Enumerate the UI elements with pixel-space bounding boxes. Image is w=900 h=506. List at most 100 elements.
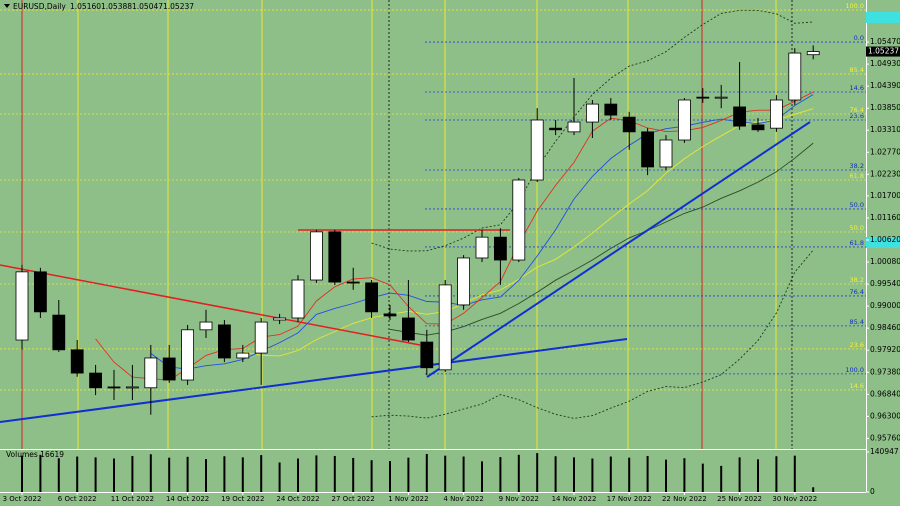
vertical-markers: [21, 0, 793, 449]
y-tick-label: 0.98460: [870, 323, 900, 332]
header-value: 1.05047: [132, 2, 163, 11]
current-price: 1.05237: [868, 47, 899, 56]
volume-title: Volumes 16619: [6, 450, 64, 459]
x-tick-label: 27 Oct 2022: [332, 495, 375, 503]
candle-body: [236, 352, 250, 359]
volume-tick-label: 0: [870, 487, 875, 496]
candle-body: [217, 324, 231, 359]
candle-body: [457, 257, 471, 306]
x-tick-label: 17 Nov 2022: [607, 495, 652, 503]
fib-label: 61.8: [850, 239, 864, 247]
fib-label: 50.0: [850, 201, 864, 209]
fib-label: 76.4: [850, 288, 864, 296]
moving-average: [242, 108, 814, 357]
y-tick-label: 1.00080: [870, 257, 900, 266]
x-tick-label: 19 Oct 2022: [221, 495, 264, 503]
candle-body: [622, 116, 636, 133]
x-tick-label: 25 Nov 2022: [717, 495, 762, 503]
candle-body: [438, 284, 452, 371]
candle-body: [770, 99, 783, 129]
candle-body: [89, 372, 102, 389]
y-tick-label: 1.03850: [870, 103, 900, 112]
candle-body: [733, 106, 746, 127]
candle-body: [15, 271, 29, 341]
y-tick-label: 0.97380: [870, 367, 900, 376]
y-tick-label: 1.04390: [870, 81, 900, 90]
candle-body: [273, 317, 287, 321]
candle-body: [420, 341, 434, 369]
marker-box: [866, 12, 900, 23]
y-tick-label: 1.02770: [870, 147, 900, 156]
candle-body: [346, 281, 360, 284]
moving-average: [389, 142, 814, 336]
y-tick-label: 0.99540: [870, 279, 900, 288]
x-tick-label: 14 Oct 2022: [166, 495, 209, 503]
fib-label: 100.0: [845, 366, 864, 374]
x-tick-label: 1 Nov 2022: [388, 495, 428, 503]
candle-body: [291, 279, 305, 319]
x-tick-label: 24 Oct 2022: [276, 495, 319, 503]
candle-body: [714, 96, 728, 99]
header-value: 1.05388: [101, 2, 132, 11]
candle-body: [586, 103, 599, 123]
fib-label: 76.4: [850, 106, 864, 114]
marker-box: [866, 237, 900, 248]
x-tick-label: 22 Nov 2022: [662, 495, 707, 503]
menu-arrow[interactable]: [4, 4, 10, 8]
current-price-box: [866, 46, 900, 57]
candle-body: [365, 282, 379, 313]
x-tick-label: 14 Nov 2022: [552, 495, 597, 503]
candle-body: [70, 349, 84, 374]
candle-body: [806, 51, 820, 56]
x-tick-label: 11 Oct 2022: [111, 495, 154, 503]
y-tick-label: 1.00620: [870, 235, 900, 244]
candle-body: [383, 313, 397, 317]
fib-label: 50.0: [850, 224, 864, 232]
header-value: 1.05237: [163, 2, 194, 11]
x-tick-label: 9 Nov 2022: [499, 495, 539, 503]
fib-label: 23.6: [850, 341, 864, 349]
symbol-title: EURUSD,Daily: [13, 2, 66, 11]
candle-body: [254, 321, 268, 354]
y-tick-label: 0.97920: [870, 345, 900, 354]
moving-average: [371, 249, 814, 419]
y-tick-label: 1.04930: [870, 59, 900, 68]
y-tick-label: 0.99000: [870, 301, 900, 310]
fib-label: 23.6: [850, 112, 864, 120]
candle-body: [162, 357, 176, 381]
candle-body: [52, 314, 66, 351]
candle-body: [696, 96, 710, 99]
volume-tick-label: 140947: [870, 447, 899, 456]
candle-body: [788, 52, 802, 101]
y-tick-label: 0.96300: [870, 411, 900, 420]
candle-body: [751, 124, 765, 131]
candle-body: [107, 386, 121, 389]
candle-body: [493, 236, 507, 261]
candle-body: [530, 119, 544, 181]
x-tick-label: 6 Oct 2022: [58, 495, 97, 503]
candle-body: [659, 139, 673, 168]
fib-label: 85.4: [850, 318, 864, 326]
y-tick-label: 1.01700: [870, 191, 900, 200]
candle-body: [126, 386, 139, 389]
x-tick-label: 3 Oct 2022: [3, 495, 42, 503]
candle-body: [678, 99, 691, 141]
y-tick-label: 0.96840: [870, 389, 900, 398]
candle-body: [34, 271, 47, 313]
fib-label: 0.0: [854, 34, 864, 42]
candle-body: [604, 103, 618, 116]
fib-label: 14.6: [850, 84, 864, 92]
candle-body: [181, 329, 195, 381]
candle-body: [475, 236, 489, 259]
fib-label: 38.2: [850, 162, 864, 170]
y-tick-label: 0.95760: [870, 433, 900, 442]
y-tick-label: 1.02230: [870, 169, 900, 178]
x-tick-label: 30 Nov 2022: [772, 495, 817, 503]
header-value: 1.05160: [70, 2, 101, 11]
fib-label: 100.0: [845, 2, 864, 10]
candle-body: [512, 179, 526, 261]
candle-body: [199, 321, 213, 331]
candle-body: [549, 127, 562, 131]
candle-body: [567, 121, 581, 133]
